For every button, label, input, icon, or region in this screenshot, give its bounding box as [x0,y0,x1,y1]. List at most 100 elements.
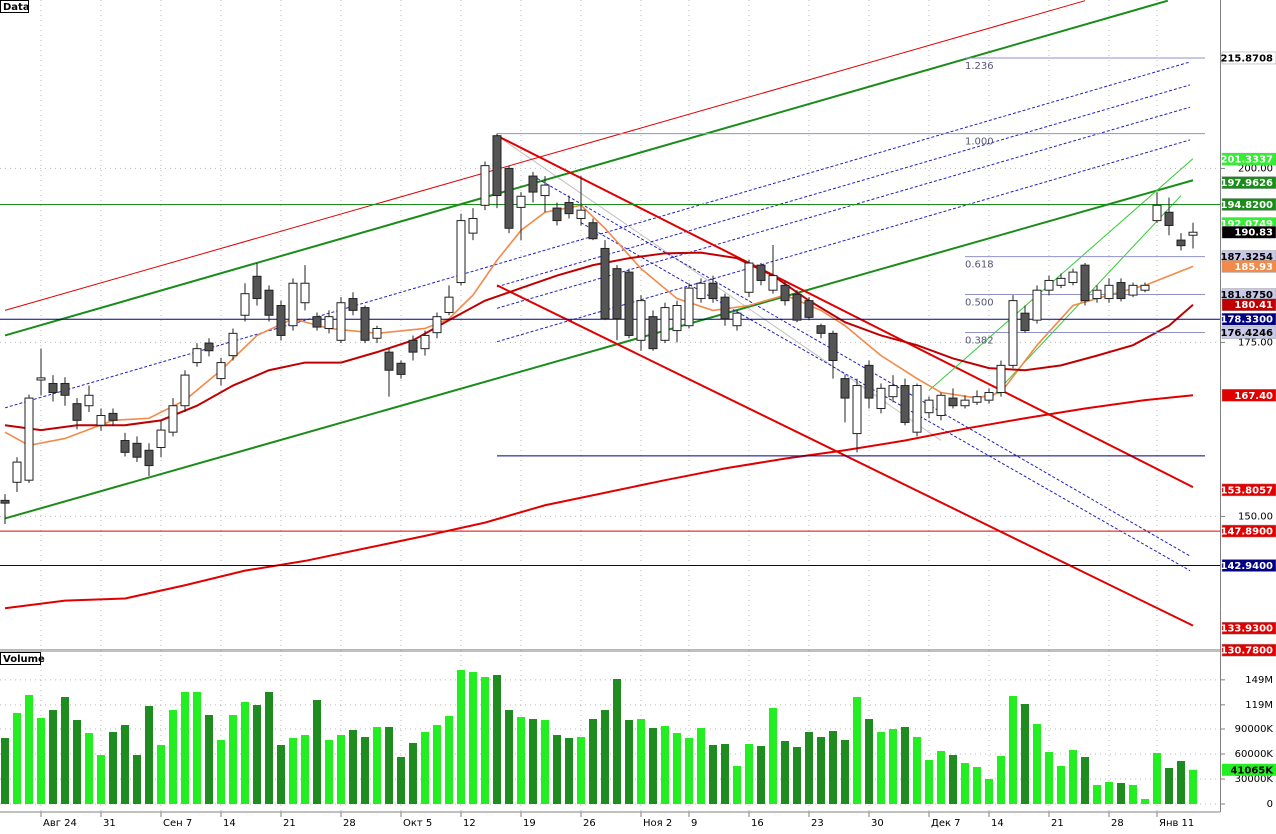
volume-bar [289,738,297,804]
candle-body [337,303,345,341]
level-label: 153.8057 [1220,485,1273,496]
candle-body [745,263,753,292]
level-label: 185.93 [1234,262,1273,273]
candle-body [649,317,657,349]
volume-bar [217,740,225,804]
volume-bar [805,732,813,804]
volume-bar [469,672,477,804]
candle-body [925,400,933,413]
volume-bar [253,705,261,804]
volume-bar [913,737,921,804]
level-label: 201.3337 [1220,155,1273,166]
candle-body [313,317,321,327]
volume-bar [277,745,285,804]
candle-body [829,333,837,360]
candle-body [25,398,33,480]
volume-bar [613,679,621,804]
volume-bar [877,732,885,804]
x-tick-label: Ноя 2 [643,818,672,829]
volume-bar [673,733,681,804]
candle-body [13,462,21,482]
volume-bar [481,677,489,804]
volume-bar [1153,753,1161,804]
pane-title: Volume [3,654,45,665]
volume-bar [997,756,1005,804]
x-tick-label: 9 [691,818,697,829]
volume-bar [445,716,453,804]
candle-body [1045,280,1053,290]
candle-body [229,333,237,355]
candle-body [193,349,201,363]
candle-body [697,283,705,298]
volume-bar [901,727,909,804]
x-tick-label: 28 [343,818,356,829]
x-tick-label: Янв 11 [1159,818,1194,829]
volume-bar [301,735,309,804]
volume-bar [1081,757,1089,804]
volume-bar [1141,799,1149,804]
volume-bar [769,708,777,804]
x-tick-label: 14 [223,818,236,829]
volume-bar [457,670,465,804]
candle-body [553,208,561,221]
volume-bar [1021,704,1029,804]
level-label: 147.8900 [1220,527,1273,538]
level-label: 133.9300 [1220,624,1273,635]
candle-body [673,306,681,331]
volume-bar [421,732,429,804]
volume-bar [73,720,81,804]
volume-bar [1165,768,1173,804]
volume-bar [325,740,333,804]
x-tick-label: 21 [283,818,296,829]
volume-bar [757,746,765,804]
volume-bar [841,740,849,804]
y-tick-label: 60000K [1235,749,1274,760]
level-label: 167.40 [1234,391,1273,402]
candle-body [541,185,549,195]
fib-label: 1.000 [965,137,994,148]
volume-bar [505,710,513,804]
volume-bar [97,755,105,804]
x-tick-label: 28 [1111,818,1124,829]
volume-bar [1189,770,1197,804]
volume-bar [169,710,177,804]
candle-body [445,297,453,312]
candle-body [529,176,537,192]
candle-body [865,365,873,398]
volume-bar [1177,761,1185,804]
candle-body [757,265,765,280]
volume-bar [409,743,417,804]
level-label: 215.8708 [1220,53,1273,64]
volume-bar [1009,696,1017,804]
volume-bar [553,735,561,804]
volume-bar [85,733,93,804]
candle-body [1057,278,1065,285]
volume-bar [937,751,945,804]
candle-body [889,386,897,397]
volume-bar [1069,750,1077,804]
volume-bar [397,757,405,804]
volume-bar [1,738,9,804]
candle-body [277,306,285,336]
volume-bar [61,697,69,804]
volume-bar [517,717,525,804]
volume-bar [925,760,933,804]
candle-body [157,430,165,447]
candle-body [481,166,489,206]
candle-body [853,386,861,434]
candle-body [253,276,261,298]
volume-bar [745,744,753,804]
x-tick-label: Сен 7 [163,818,192,829]
volume-bar [577,737,585,804]
volume-bar [565,738,573,804]
x-tick-label: 16 [751,818,764,829]
volume-bar [817,737,825,804]
candle-body [505,168,513,228]
fib-label: 0.618 [965,260,994,271]
volume-bar [433,725,441,804]
candle-body [289,283,297,325]
volume-bar [949,755,957,804]
candle-body [877,388,885,408]
volume-bar [1057,766,1065,804]
candle-body [1033,290,1041,320]
